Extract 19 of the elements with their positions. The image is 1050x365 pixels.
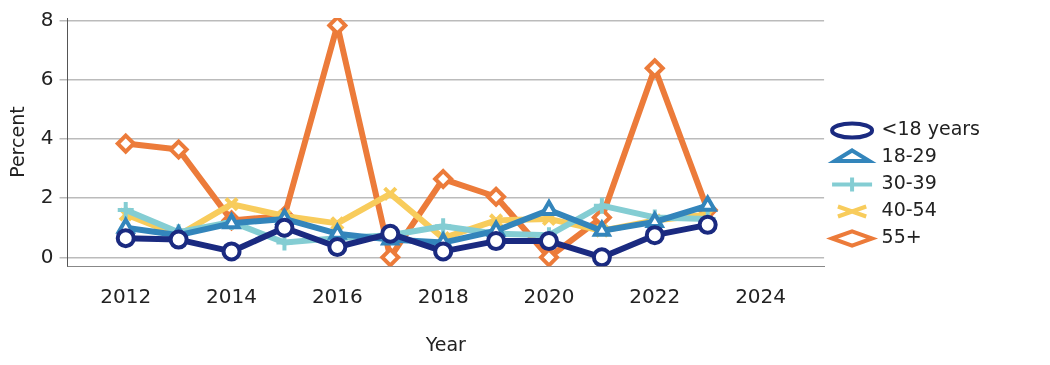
y-tick-label: 2 (40, 184, 54, 209)
x-tick-label: 2014 (206, 284, 257, 309)
legend-label: 18-29 (881, 144, 937, 167)
legend-label: 30-39 (881, 171, 937, 194)
x-tick-label: 2020 (523, 284, 575, 309)
legend-label: 40-54 (881, 198, 937, 221)
legend-label: <18 years (881, 117, 981, 140)
x-tick-label: 2012 (100, 284, 152, 309)
y-tick-label: 4 (40, 125, 54, 150)
x-tick-label: 2022 (629, 284, 681, 309)
y-tick-label: 8 (40, 7, 54, 32)
y-tick-label: 6 (40, 66, 54, 91)
legend-label: 55+ (881, 225, 922, 248)
x-tick-label: 2024 (735, 284, 787, 309)
x-axis-title: Year (424, 332, 467, 355)
x-tick-label: 2018 (417, 284, 469, 309)
x-tick-label: 2016 (311, 284, 363, 309)
y-axis-title: Percent (6, 106, 29, 178)
y-tick-label: 0 (40, 243, 54, 268)
